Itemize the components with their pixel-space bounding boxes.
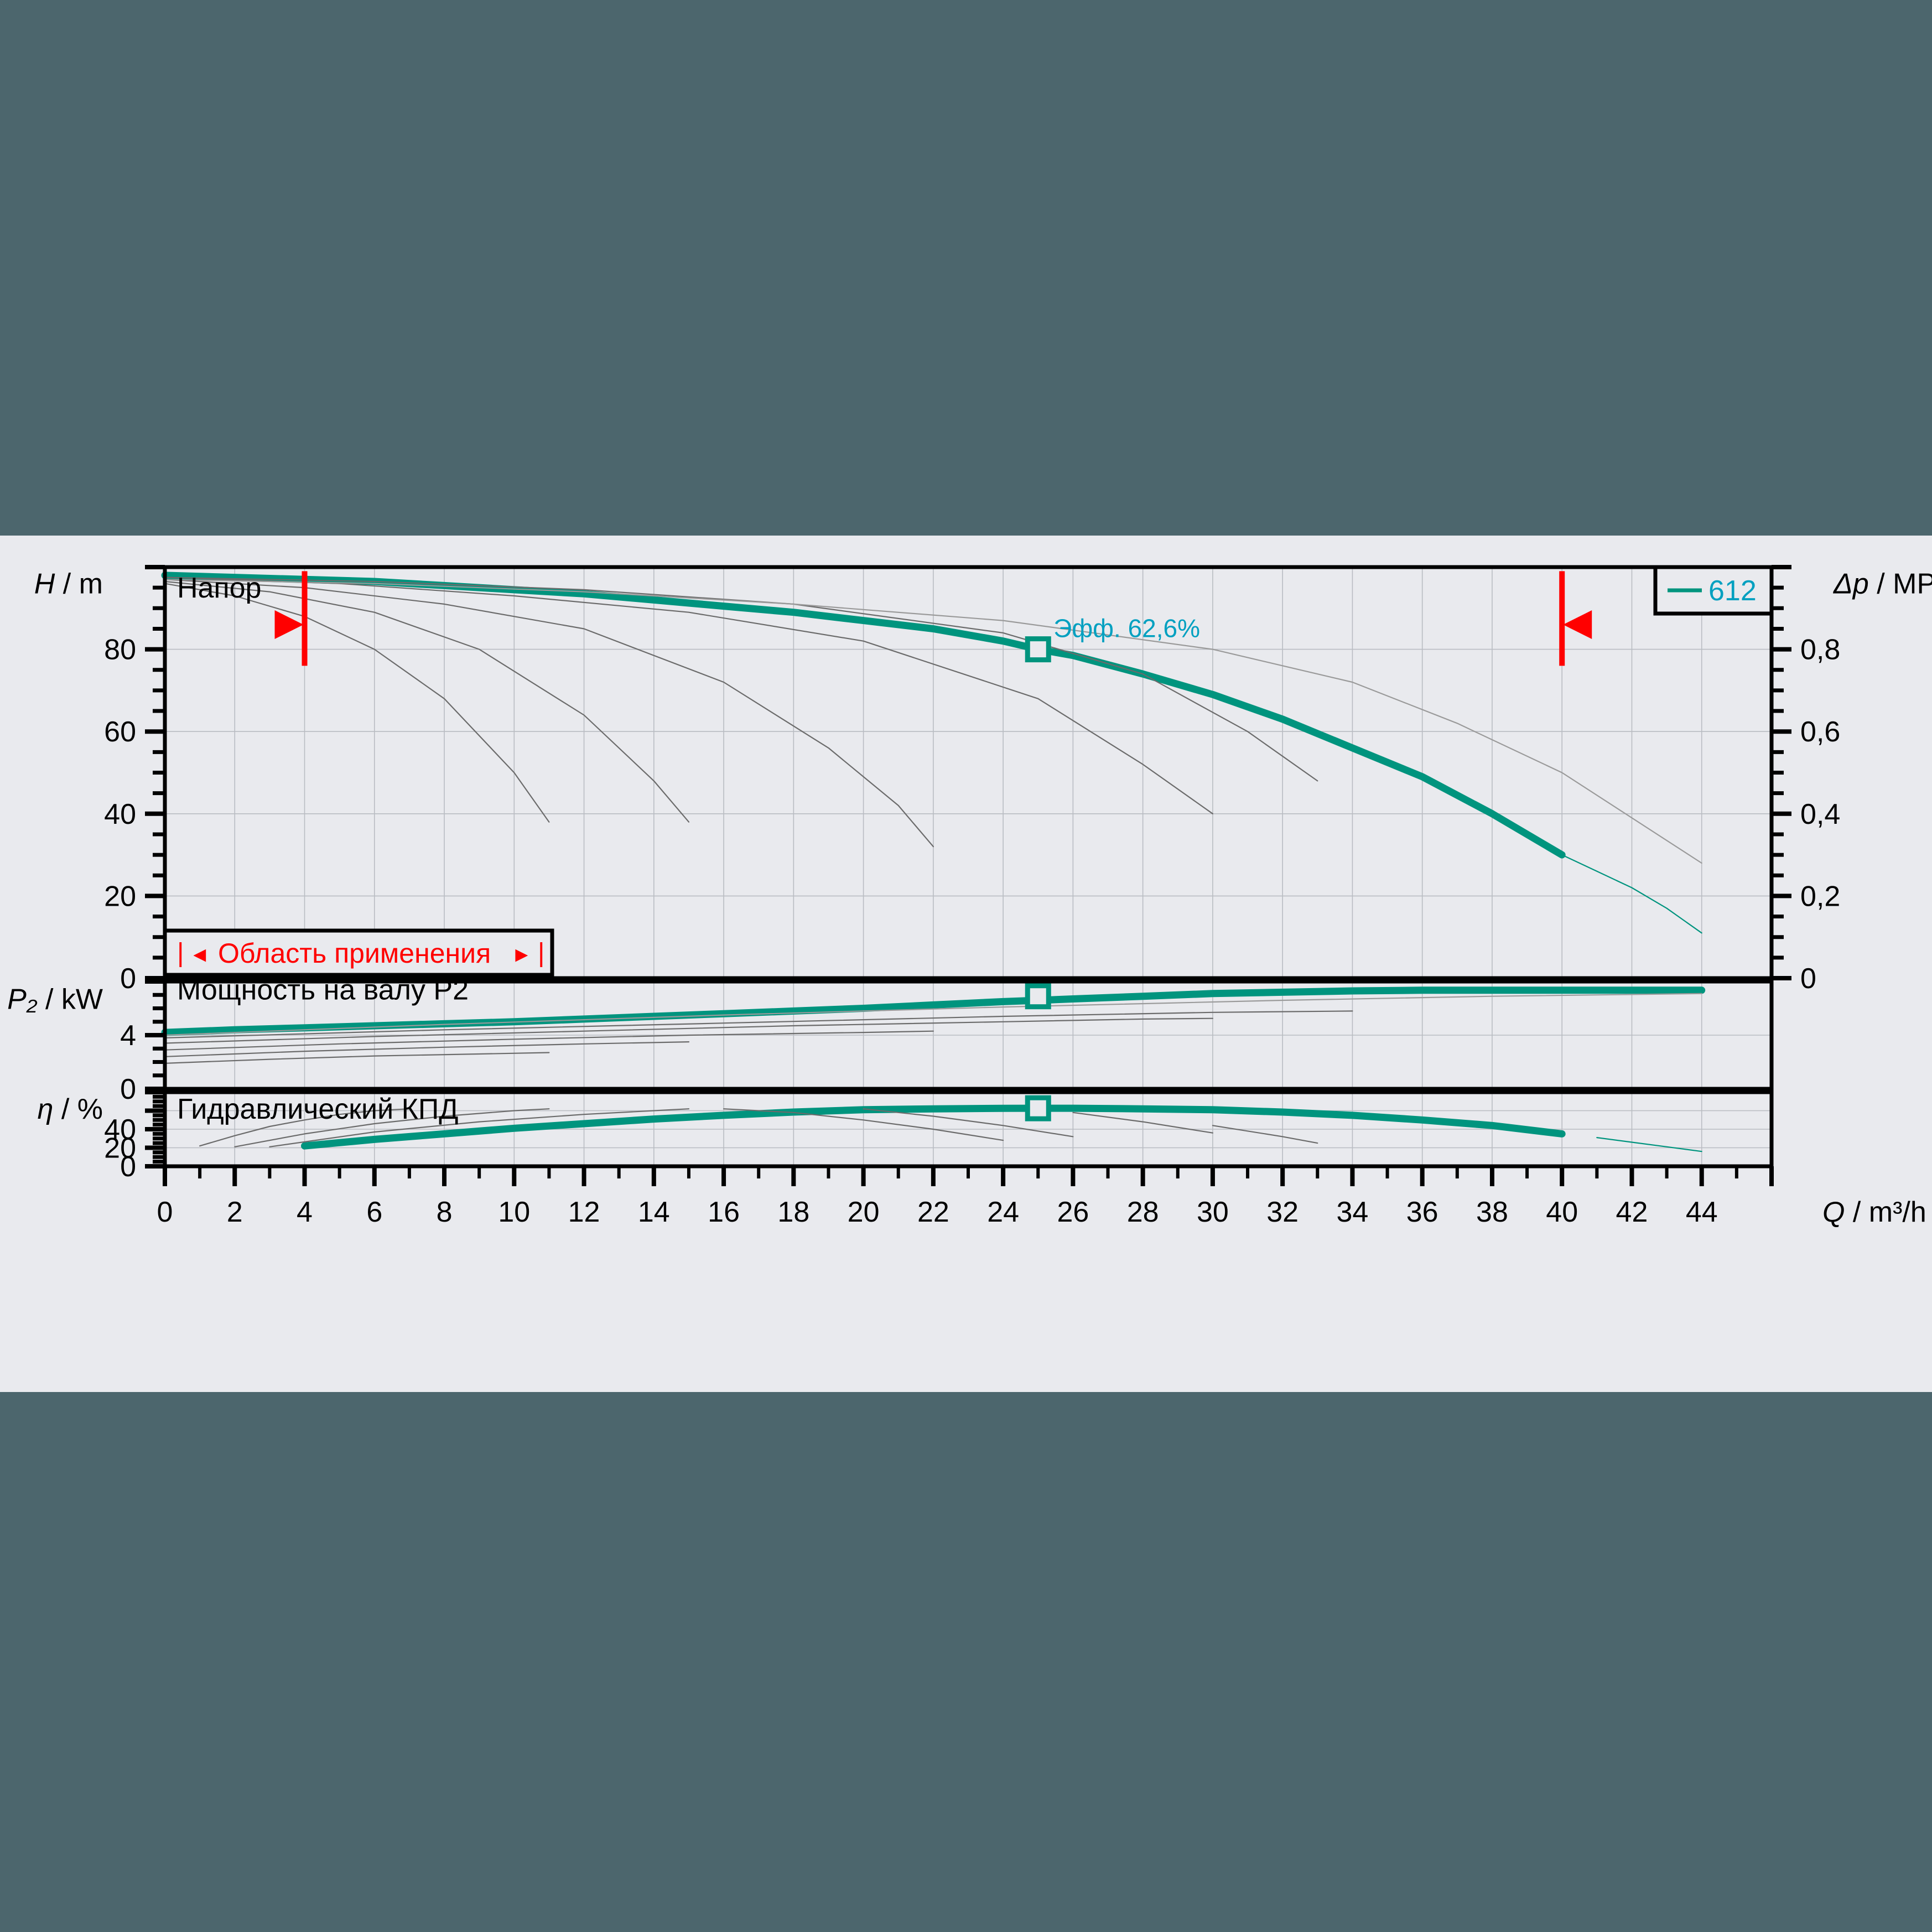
application-range-box xyxy=(163,928,554,977)
x-tick-label: 44 xyxy=(1686,1196,1718,1228)
chart-canvas: Эфф. 62,6% 0 20 40 60 80 0 0,2 0,4 0,6 0,8 0 4 0 20 40 0… xyxy=(0,536,1932,1392)
x-tick-label: 42 xyxy=(1616,1196,1648,1228)
x-tick-label: 32 xyxy=(1266,1196,1299,1228)
plot-group: Эфф. 62,6%02040608000,20,40,60,804020400… xyxy=(7,565,1932,1228)
x-tick-label: 6 xyxy=(366,1196,382,1228)
x-tick-label: 0 xyxy=(157,1196,173,1228)
power-curve-secondary xyxy=(164,1041,690,1057)
power-curve-secondary xyxy=(164,993,1702,1036)
power-curve-secondary xyxy=(164,1010,1353,1038)
x-tick-label: 4 xyxy=(297,1196,313,1228)
power-panel-title: Мощность на валу P2 xyxy=(177,974,469,1006)
y-axis-title-head: H / m xyxy=(34,568,103,600)
y-tick-label-head: 60 xyxy=(104,716,136,748)
efficiency-curve-secondary xyxy=(1072,1112,1213,1134)
y-tick-label-dp: 0 xyxy=(1800,963,1816,995)
operating-point-power xyxy=(1025,983,1051,1010)
head-plot-bg xyxy=(165,567,1772,978)
y-tick-label-efficiency: 20 xyxy=(104,1133,136,1165)
x-tick-label: 38 xyxy=(1476,1196,1508,1228)
power-curve-secondary xyxy=(164,1030,934,1051)
y-axis-title-dp: Δp / MPa xyxy=(1832,568,1932,600)
x-tick-label: 34 xyxy=(1337,1196,1369,1228)
y-tick-label-power: 0 xyxy=(120,1073,136,1105)
x-tick-label: 30 xyxy=(1197,1196,1229,1228)
y-tick-label-head: 0 xyxy=(120,963,136,995)
y-axis-title-power: P₂ / kW xyxy=(7,984,103,1016)
x-tick-label: 16 xyxy=(708,1196,740,1228)
head-curve-secondary xyxy=(164,577,1318,782)
y-tick-label-head: 80 xyxy=(104,634,136,666)
head-curve-secondary xyxy=(164,579,1702,864)
y-tick-label-dp: 0,6 xyxy=(1800,716,1840,748)
y-tick-label-efficiency: 0 xyxy=(120,1151,136,1183)
x-tick-label: 36 xyxy=(1406,1196,1438,1228)
y-tick-label-dp: 0,2 xyxy=(1800,880,1840,912)
head-panel-title: Напор xyxy=(177,572,261,604)
efficiency-curve-secondary xyxy=(723,1108,1004,1141)
power-curve-612 xyxy=(161,986,1706,1036)
efficiency-curve-612 xyxy=(301,1104,1566,1150)
y-tick-label-dp: 0,8 xyxy=(1800,634,1840,666)
y-tick-label-efficiency: 40 xyxy=(104,1114,136,1146)
y-axis-title-efficiency: η / % xyxy=(38,1093,103,1125)
x-tick-label: 8 xyxy=(437,1196,453,1228)
application-range-left-bar: | xyxy=(177,938,184,968)
x-tick-label: 12 xyxy=(568,1196,600,1228)
application-range-right-bar: | xyxy=(538,938,544,968)
head-curve-secondary xyxy=(164,583,550,823)
head-curve-secondary xyxy=(1561,854,1702,934)
power-curve-secondary xyxy=(164,1052,550,1064)
x-tick-label: 2 xyxy=(227,1196,243,1228)
power-curve-secondary xyxy=(164,1017,1213,1044)
efficiency-curve-secondary xyxy=(234,1108,550,1147)
application-range-arrow xyxy=(1563,610,1592,640)
application-range-arrow xyxy=(274,610,304,640)
efficiency-curve-secondary xyxy=(269,1108,690,1147)
x-tick-label: 28 xyxy=(1127,1196,1159,1228)
efficiency-curve-secondary xyxy=(1596,1137,1702,1152)
operating-point-efficiency xyxy=(1025,1095,1051,1121)
x-tick-label: 26 xyxy=(1057,1196,1089,1228)
pump-performance-chart: Эфф. 62,6%02040608000,20,40,60,804020400… xyxy=(7,565,1932,1228)
efficiency-curve-secondary xyxy=(863,1108,1074,1138)
x-tick-label: 22 xyxy=(917,1196,949,1228)
application-range-right-arrow-icon: ► xyxy=(511,943,532,967)
head-curve-secondary xyxy=(164,580,690,823)
x-tick-label: 10 xyxy=(498,1196,530,1228)
operating-point-head xyxy=(1025,636,1051,663)
x-axis-title: Q / m³/h xyxy=(1822,1196,1926,1228)
efficiency-annotation: Эфф. 62,6% xyxy=(1053,614,1200,643)
efficiency-panel-title: Гидравлический КПД xyxy=(177,1093,458,1125)
head-curve-secondary xyxy=(164,577,1213,814)
head-curve-secondary xyxy=(164,579,934,848)
y-tick-label-dp: 0,4 xyxy=(1800,798,1840,830)
pump-curve-panel: Эфф. 62,6% 0 20 40 60 80 0 0,2 0,4 0,6 0,8 0 4 0 20 40 0… xyxy=(0,536,1932,1392)
x-tick-label: 20 xyxy=(848,1196,880,1228)
y-tick-label-head: 20 xyxy=(104,880,136,912)
application-range-label: Область применения xyxy=(218,938,491,969)
x-tick-label: 14 xyxy=(638,1196,670,1228)
head-curve-612 xyxy=(161,572,1566,859)
x-tick-label: 24 xyxy=(987,1196,1019,1228)
x-tick-label: 40 xyxy=(1546,1196,1578,1228)
y-tick-label-power: 4 xyxy=(120,1020,136,1052)
x-tick-label: 18 xyxy=(777,1196,809,1228)
y-tick-label-head: 40 xyxy=(104,798,136,830)
efficiency-curve-secondary xyxy=(1212,1125,1318,1144)
legend-label-612: 612 xyxy=(1708,575,1757,607)
application-range-left-arrow-icon: ◄ xyxy=(189,943,210,967)
efficiency-curve-secondary xyxy=(199,1108,410,1147)
